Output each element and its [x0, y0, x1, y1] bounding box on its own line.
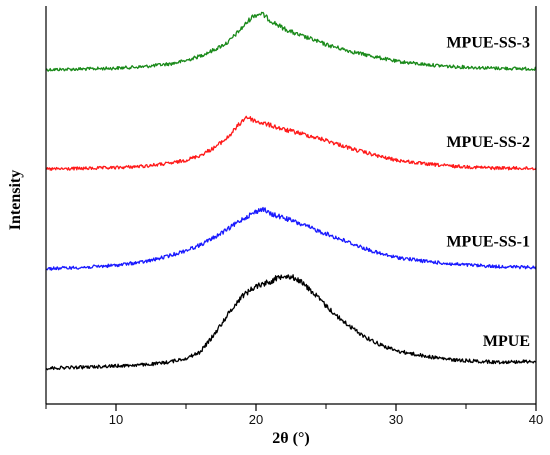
- series-line-mpue: [45, 274, 537, 371]
- series-line-mpue-ss-1: [45, 206, 537, 271]
- series-label-mpue-ss-2: MPUE-SS-2: [446, 134, 530, 151]
- x-tick-label: 30: [389, 412, 403, 427]
- labels: MPUE-SS-3 MPUE-SS-2 MPUE-SS-1 MPUE: [446, 35, 530, 350]
- series-line-mpue-ss-2: [46, 115, 537, 171]
- series-label-mpue-ss-3: MPUE-SS-3: [446, 35, 530, 52]
- x-tick-label: 20: [249, 412, 263, 427]
- axes: 10 20 30 40: [45, 6, 543, 427]
- series-line-mpue-ss-3: [45, 11, 536, 72]
- x-tick-label: 40: [529, 412, 543, 427]
- plot-area: [45, 11, 537, 371]
- x-axis-title: 2θ (°): [272, 430, 309, 447]
- series-label-mpue-ss-1: MPUE-SS-1: [446, 234, 530, 251]
- series-label-mpue: MPUE: [483, 333, 530, 350]
- x-tick-label: 10: [109, 412, 123, 427]
- y-axis-title: Intensity: [7, 170, 24, 230]
